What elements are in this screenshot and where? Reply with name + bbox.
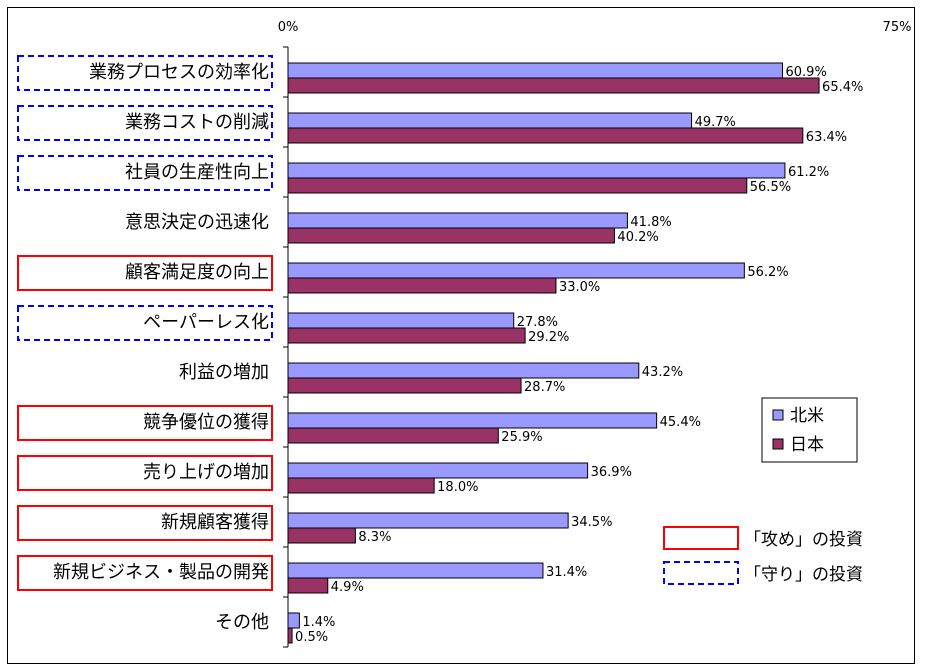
data-label: 61.2% [788,165,829,180]
bar-north-america [287,112,693,129]
data-label: 56.5% [750,180,791,195]
bar-north-america [287,212,628,229]
axis-tick-label: 75% [883,20,912,35]
data-label: 49.7% [695,115,736,130]
bar-north-america [287,312,515,329]
bar-north-america [287,412,658,429]
data-label: 56.2% [747,265,788,280]
data-label: 45.4% [660,415,701,430]
legend-swatch [772,409,784,421]
data-label: 1.4% [302,615,335,630]
category-frame-offense [17,455,273,491]
category-frame-defense [17,55,273,91]
data-label: 28.7% [524,380,565,395]
bar-japan [287,327,526,344]
bar-japan [287,277,557,294]
category-label: 社員の生産性向上 [125,162,269,183]
data-label: 41.8% [630,215,671,230]
frame-legend-label: 「守り」の投資 [744,565,863,585]
data-label: 4.9% [331,580,364,595]
bar-japan [287,227,615,244]
data-label: 65.4% [822,80,863,95]
bar-japan [287,377,522,394]
bar-japan [287,527,356,544]
data-label: 25.9% [501,430,542,445]
category-frame-defense [17,105,273,141]
category-label: 顧客満足度の向上 [125,262,269,283]
data-label: 18.0% [437,480,478,495]
data-label: 8.3% [358,530,391,545]
category-label: その他 [215,612,269,633]
bar-japan [287,477,435,494]
category-frame-defense [17,305,273,341]
category-label: ペーパーレス化 [143,312,269,333]
data-label: 60.9% [786,65,827,80]
category-frame-defense [17,155,273,191]
legend-swatch [772,438,784,450]
frame-legend-swatch-offense [663,526,739,550]
category-label: 意思決定の迅速化 [125,212,269,233]
bar-north-america [287,262,745,279]
bar-north-america [287,62,784,79]
data-label: 27.8% [517,315,558,330]
data-label: 43.2% [642,365,683,380]
data-label: 34.5% [571,515,612,530]
bar-north-america [287,612,300,629]
category-label: 売り上げの増加 [143,462,269,483]
bar-japan [287,427,499,444]
category-label: 新規顧客獲得 [161,512,269,533]
category-frame-offense [17,505,273,541]
data-label: 33.0% [559,280,600,295]
category-label: 業務プロセスの効率化 [89,62,269,83]
legend-label: 日本 [790,435,824,455]
bar-japan [287,77,820,94]
series-legend [761,397,858,463]
data-label: 36.9% [591,465,632,480]
axis-tick-label: 0% [278,20,299,35]
bar-japan [287,577,329,594]
bar-north-america [287,512,569,529]
category-label: 新規ビジネス・製品の開発 [53,562,269,583]
bar-north-america [287,162,786,179]
category-label: 利益の増加 [179,362,269,383]
category-label: 競争優位の獲得 [143,412,269,433]
data-label: 40.2% [617,230,658,245]
data-label: 0.5% [295,630,328,645]
data-label: 31.4% [546,565,587,580]
frame-legend-label: 「攻め」の投資 [744,530,863,550]
bar-north-america [287,362,640,379]
data-label: 29.2% [528,330,569,345]
bar-japan [287,177,748,194]
bar-japan [287,127,804,144]
category-frame-offense [17,555,273,591]
category-label: 業務コストの削減 [125,112,269,133]
bar-japan [287,627,293,644]
legend-label: 北米 [790,406,824,426]
data-label: 63.4% [806,130,847,145]
bar-north-america [287,462,589,479]
bar-north-america [287,562,544,579]
category-frame-offense [17,255,273,291]
frame-legend-swatch-defense [663,561,739,585]
category-frame-offense [17,405,273,441]
